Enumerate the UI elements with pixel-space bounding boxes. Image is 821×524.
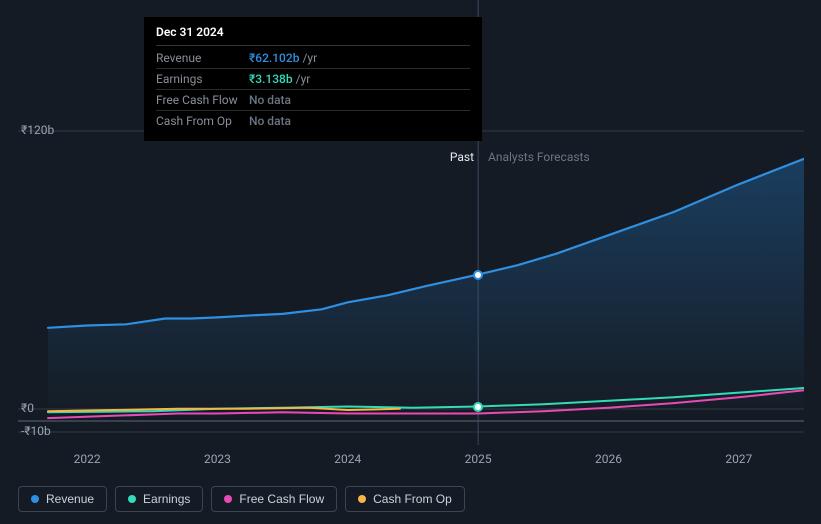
legend-dot xyxy=(128,495,136,503)
legend-label: Cash From Op xyxy=(373,492,452,506)
x-axis-label: 2026 xyxy=(595,452,622,466)
tooltip-value: ₹3.138b xyxy=(249,72,293,86)
tooltip-row: Earnings₹3.138b/yr xyxy=(156,69,470,90)
legend-toggle-revenue[interactable]: Revenue xyxy=(18,486,107,512)
tooltip-value: No data xyxy=(249,114,291,128)
legend-label: Free Cash Flow xyxy=(239,492,324,506)
legend-label: Revenue xyxy=(46,492,94,506)
legend-dot xyxy=(224,495,232,503)
tooltip-metric: Earnings xyxy=(156,72,249,86)
x-axis-label: 2027 xyxy=(725,452,752,466)
x-axis-label: 2022 xyxy=(74,452,101,466)
tooltip-metric: Free Cash Flow xyxy=(156,93,249,107)
tooltip-value: No data xyxy=(249,93,291,107)
y-axis-label: ₹120b xyxy=(21,123,54,137)
series-marker xyxy=(473,402,483,412)
tooltip-suffix: /yr xyxy=(302,51,317,65)
y-axis-label: ₹0 xyxy=(21,401,34,415)
legend-toggle-cfo[interactable]: Cash From Op xyxy=(345,486,465,512)
legend-dot xyxy=(31,495,39,503)
y-axis-label: -₹10b xyxy=(21,424,51,438)
chart-legend: Revenue Earnings Free Cash Flow Cash From O… xyxy=(18,486,465,512)
tooltip-row: Free Cash FlowNo data xyxy=(156,90,470,111)
x-axis-label: 2025 xyxy=(465,452,492,466)
legend-dot xyxy=(358,495,366,503)
tooltip-value: ₹62.102b xyxy=(249,51,299,65)
financials-chart: ₹120b ₹0 -₹10b 2022 2023 2024 2025 2026 2027 Pa… xyxy=(18,0,804,524)
tooltip-date: Dec 31 2024 xyxy=(156,25,470,46)
tooltip-suffix: /yr xyxy=(296,72,311,86)
legend-toggle-earnings[interactable]: Earnings xyxy=(115,486,203,512)
chart-tooltip: Dec 31 2024 Revenue₹62.102b/yrEarnings₹3… xyxy=(144,17,482,141)
legend-toggle-fcf[interactable]: Free Cash Flow xyxy=(211,486,337,512)
past-label: Past xyxy=(450,150,474,164)
tooltip-metric: Cash From Op xyxy=(156,114,249,128)
legend-label: Earnings xyxy=(143,492,190,506)
tooltip-row: Revenue₹62.102b/yr xyxy=(156,48,470,69)
series-marker xyxy=(473,270,483,280)
x-axis-label: 2023 xyxy=(204,452,231,466)
forecast-label: Analysts Forecasts xyxy=(488,150,590,164)
tooltip-row: Cash From OpNo data xyxy=(156,111,470,131)
tooltip-metric: Revenue xyxy=(156,51,249,65)
x-axis-label: 2024 xyxy=(334,452,361,466)
